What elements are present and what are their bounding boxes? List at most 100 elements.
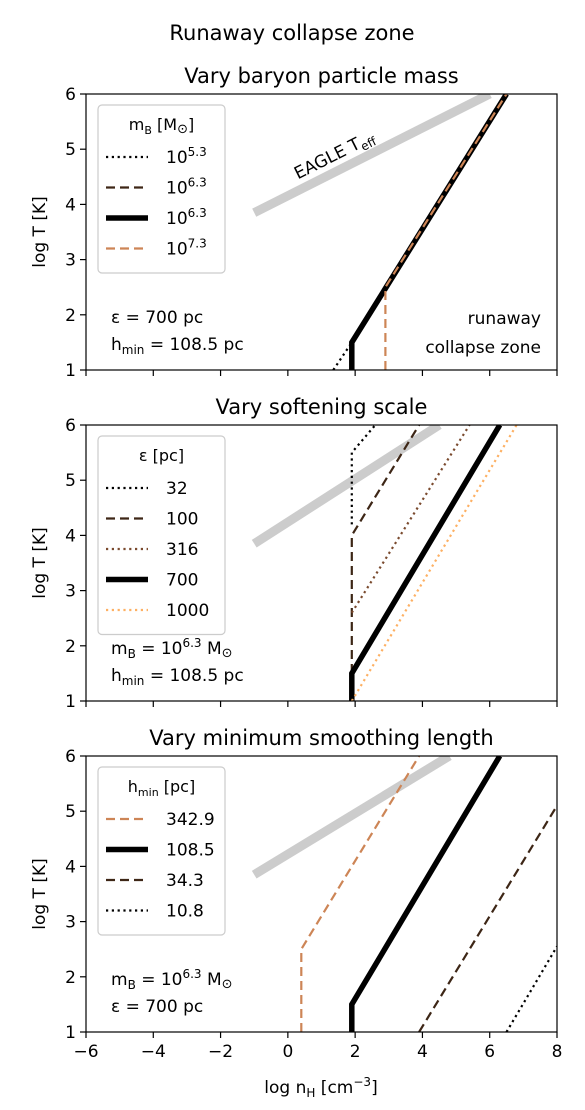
x-tick-label: 4 bbox=[417, 1042, 428, 1062]
annotation-line-1: ε = 700 pc bbox=[111, 308, 203, 328]
y-tick-label: 1 bbox=[65, 1023, 76, 1043]
panel-3: Vary minimum smoothing length log T [K] −6… bbox=[30, 726, 562, 1062]
annotation-mb: m bbox=[111, 970, 128, 990]
x-axis-label-unit-pre: [cm bbox=[315, 1078, 353, 1098]
legend-title: mB [M⊙] bbox=[129, 115, 194, 137]
legend-label: 108.5 bbox=[166, 841, 215, 861]
legend-title-sub: B bbox=[144, 124, 152, 137]
annotation-line-1: mB = 106.3 M⊙ bbox=[111, 967, 233, 992]
annotation-mb: m bbox=[111, 639, 128, 659]
panel-title: Vary baryon particle mass bbox=[184, 64, 459, 88]
series-line bbox=[350, 425, 471, 614]
annotation-exp: 6.3 bbox=[182, 636, 201, 650]
legend-title-end: ] bbox=[188, 115, 194, 134]
legend-label-exponent: 5.3 bbox=[188, 145, 207, 159]
x-tick-label: −2 bbox=[208, 1042, 233, 1062]
legend-label: 32 bbox=[166, 479, 188, 499]
legend-label-value: 108.5 bbox=[166, 841, 215, 861]
panel-1: Vary baryon particle mass log T [K] 1 2 3 4 5 6… bbox=[30, 64, 558, 381]
annotation-hmin-value: = 108.5 pc bbox=[144, 335, 243, 355]
panel-title: Vary minimum smoothing length bbox=[149, 726, 493, 750]
legend-box bbox=[97, 104, 226, 274]
legend-title: hmin [pc] bbox=[128, 777, 195, 799]
eagle-teff-line bbox=[251, 425, 442, 548]
series-line bbox=[350, 425, 377, 525]
x-axis-label: log nH [cm−3] bbox=[264, 1075, 377, 1100]
annotation-hmin: h bbox=[111, 666, 122, 686]
legend-label: 107.3 bbox=[166, 237, 207, 260]
legend-label-value: 316 bbox=[166, 540, 198, 560]
x-tick-label: −4 bbox=[141, 1042, 166, 1062]
legend-label: 10.8 bbox=[166, 902, 204, 922]
series-line bbox=[505, 945, 557, 1032]
y-tick-label: 2 bbox=[65, 306, 76, 326]
y-tick-label: 3 bbox=[65, 913, 76, 933]
legend-label-base: 10 bbox=[166, 209, 188, 229]
y-tick-label: 6 bbox=[65, 85, 76, 105]
y-axis-label: log T [K] bbox=[30, 527, 50, 599]
annotation-eq: = 10 bbox=[136, 639, 183, 659]
legend-title-post: [pc] bbox=[159, 777, 196, 796]
x-tick-label: 6 bbox=[484, 1042, 495, 1062]
legend-title-main: h bbox=[128, 777, 138, 796]
annotation-sun: ⊙ bbox=[222, 977, 233, 992]
eagle-teff-line bbox=[251, 756, 452, 879]
figure-suptitle: Runaway collapse zone bbox=[169, 21, 414, 45]
y-tick-label: 2 bbox=[65, 637, 76, 657]
legend-label: 106.3 bbox=[166, 176, 207, 199]
y-tick-label: 3 bbox=[65, 582, 76, 602]
legend-label-value: 32 bbox=[166, 479, 188, 499]
panel-title: Vary softening scale bbox=[216, 395, 428, 419]
y-tick-label: 4 bbox=[65, 195, 76, 215]
y-tick-label: 1 bbox=[65, 692, 76, 712]
annotation-mb-sub: B bbox=[128, 978, 136, 992]
legend-label: 105.3 bbox=[166, 145, 207, 168]
annotation-line-2: ε = 700 pc bbox=[111, 997, 203, 1017]
x-axis-label-unit-post: ] bbox=[371, 1078, 378, 1098]
x-axis-label-sub: H bbox=[306, 1086, 315, 1100]
annotation-line-1: mB = 106.3 M⊙ bbox=[111, 636, 233, 661]
annotation-exp: 6.3 bbox=[182, 967, 201, 981]
legend-title: ε [pc] bbox=[139, 446, 184, 465]
axes-frame bbox=[85, 755, 558, 1033]
legend-title-symbol: ⊙ bbox=[177, 122, 188, 137]
annotation-line-2: hmin = 108.5 pc bbox=[111, 666, 244, 688]
y-tick-label: 3 bbox=[65, 251, 76, 271]
legend-title-sub: min bbox=[138, 786, 159, 799]
eagle-teff-line bbox=[252, 94, 492, 217]
legend-label: 342.9 bbox=[166, 810, 215, 830]
runaway-label-line-2: collapse zone bbox=[425, 338, 541, 358]
annotation-hmin-value: = 108.5 pc bbox=[144, 666, 243, 686]
annotation-line-2: hmin = 108.5 pc bbox=[111, 335, 244, 357]
y-tick-label: 5 bbox=[65, 802, 76, 822]
runaway-label-line-1: runaway bbox=[468, 309, 541, 329]
legend-title-main: m bbox=[129, 115, 145, 134]
legend-title-main: ε [pc] bbox=[139, 446, 184, 465]
legend-label: 100 bbox=[166, 510, 198, 530]
x-tick-label: 8 bbox=[552, 1042, 563, 1062]
y-tick-label: 4 bbox=[65, 526, 76, 546]
panels: Vary baryon particle mass log T [K] 1 2 3 4 5 6… bbox=[30, 64, 562, 1062]
axes-frame bbox=[85, 93, 558, 371]
legend: hmin [pc] 342.9 108.5 34.3 10.8 bbox=[97, 766, 226, 936]
plot-area bbox=[251, 756, 557, 1032]
legend-label-value: 1000 bbox=[166, 601, 209, 621]
legend-label-value: 34.3 bbox=[166, 871, 204, 891]
legend-label-exponent: 6.3 bbox=[188, 176, 207, 190]
legend-label-exponent: 6.3 bbox=[188, 206, 207, 220]
plot-area bbox=[251, 425, 518, 701]
y-tick-label: 2 bbox=[65, 968, 76, 988]
legend-label: 34.3 bbox=[166, 871, 204, 891]
y-tick-label: 5 bbox=[65, 471, 76, 491]
x-tick-label: −6 bbox=[73, 1042, 98, 1062]
legend-label-value: 100 bbox=[166, 510, 198, 530]
legend-label-base: 10 bbox=[166, 179, 188, 199]
annotation-epsilon: ε = 700 pc bbox=[111, 308, 203, 328]
annotation-eq: = 10 bbox=[136, 970, 183, 990]
y-tick-label: 6 bbox=[65, 416, 76, 436]
x-axis-label-unit-sup: −3 bbox=[353, 1075, 371, 1089]
annotation-sun: ⊙ bbox=[222, 646, 233, 661]
plot-area bbox=[252, 94, 509, 370]
legend-title-post: [M bbox=[152, 115, 177, 134]
